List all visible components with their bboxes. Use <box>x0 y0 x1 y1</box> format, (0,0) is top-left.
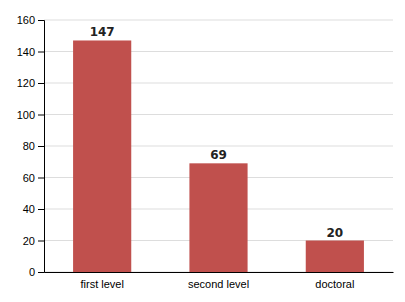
x-tick: doctoral <box>315 278 354 290</box>
y-tick: 20 <box>23 235 44 247</box>
bar <box>306 241 364 273</box>
y-axis: 0 20 40 60 80 100 120 140 160 <box>17 14 45 278</box>
y-tick-mark <box>38 20 44 21</box>
x-tick-label: doctoral <box>315 278 354 290</box>
y-tick-mark <box>38 115 44 116</box>
y-tick-label: 120 <box>17 77 35 89</box>
y-tick-label: 80 <box>23 140 35 152</box>
grid <box>44 20 393 272</box>
bars <box>73 40 364 272</box>
grid-line <box>44 20 393 21</box>
y-tick-label: 20 <box>23 235 35 247</box>
y-tick: 100 <box>17 109 44 121</box>
y-tick-mark <box>38 241 44 242</box>
data-label: 147 <box>90 25 115 39</box>
chart: 147 69 20 0 20 40 60 80 100 120 140 160 first level s… <box>0 0 405 302</box>
y-tick-label: 40 <box>23 203 35 215</box>
bar <box>73 40 131 272</box>
bar <box>189 163 247 272</box>
x-axis: first level second level doctoral <box>45 273 394 290</box>
x-tick-label: second level <box>188 278 249 290</box>
y-tick-mark <box>38 146 44 147</box>
y-axis-line <box>38 21 45 273</box>
x-axis-line <box>45 272 394 273</box>
y-tick: 80 <box>23 140 44 152</box>
x-tick: second level <box>188 278 249 290</box>
y-tick: 120 <box>17 77 44 89</box>
x-tick: first level <box>80 278 123 290</box>
y-tick-label: 140 <box>17 46 35 58</box>
y-tick: 0 <box>29 266 44 278</box>
y-tick-mark <box>38 52 44 53</box>
y-tick-mark <box>38 83 44 84</box>
y-tick-label: 0 <box>29 266 35 278</box>
y-tick-label: 60 <box>23 172 35 184</box>
y-tick-mark <box>38 209 44 210</box>
y-tick: 40 <box>23 203 44 215</box>
data-labels: 147 69 20 <box>90 25 344 239</box>
x-tick-label: first level <box>80 278 123 290</box>
y-tick: 140 <box>17 46 44 58</box>
y-tick-label: 160 <box>17 14 35 26</box>
y-tick: 60 <box>23 172 44 184</box>
data-label: 20 <box>326 226 343 240</box>
y-tick-label: 100 <box>17 109 35 121</box>
y-tick-mark <box>38 178 44 179</box>
y-tick-mark <box>38 272 44 273</box>
data-label: 69 <box>210 148 227 162</box>
y-tick: 160 <box>17 14 44 26</box>
